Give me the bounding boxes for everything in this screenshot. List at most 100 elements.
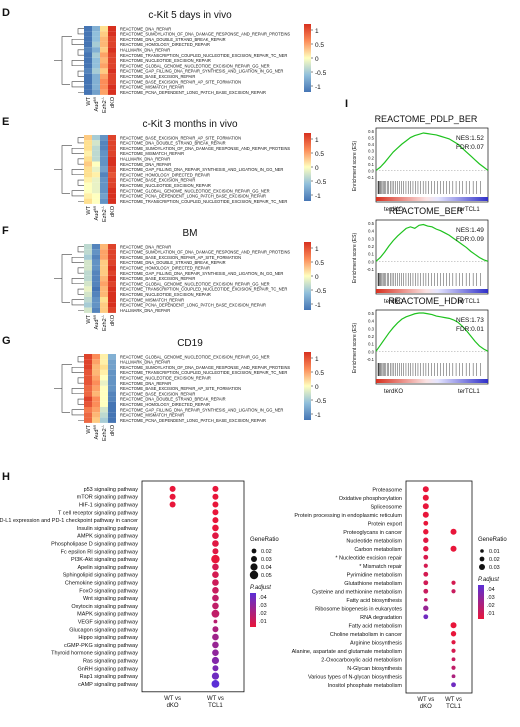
heatmap-row-label: REACTOME_DNA_DOUBLE_STRAND_BREAK_REPAIR: [120, 260, 226, 265]
heatmap-row-label: REACTOME_BASE_EXCISION_REPAIR: [120, 391, 195, 396]
heatmap-cell: [92, 270, 100, 276]
heatmap-row-label: REACTOME_HOMOLOGY_DIRECTED_REPAIR: [120, 42, 210, 47]
colorbar-tick-label: -0.5: [315, 179, 327, 186]
gsea-plot-frame: [375, 219, 489, 295]
dotplot-left-row-label: Hippo signaling pathway: [78, 635, 138, 641]
gsea-nes: NES:1.52: [456, 135, 484, 142]
heatmap-cell: [92, 150, 100, 157]
heatmap-cell: [84, 161, 92, 167]
heatmap-cell: [108, 31, 116, 37]
panel-label-E: E: [2, 116, 9, 128]
dotplot-left-row-label: GnRH signaling pathway: [77, 666, 138, 672]
heatmap-cell: [92, 172, 100, 178]
dotplot-left-dot: [212, 517, 219, 524]
panel-label-D: D: [2, 7, 10, 19]
dotplot-right-frame: [405, 480, 473, 694]
colorbar: [304, 242, 311, 310]
genotype-label: dKO: [110, 205, 116, 217]
dotplot-left-xlabel: TCL1: [208, 703, 223, 709]
gsea-hit-ticks: [377, 363, 481, 376]
gsea-rank-bar: [376, 379, 488, 383]
dotplot-left-dot: [212, 548, 219, 555]
dotplot-left-legend-padj-label: .04: [259, 595, 267, 601]
heatmap-cell: [92, 26, 100, 32]
heatmap-cell: [84, 396, 92, 402]
heatmap-cell: [108, 36, 116, 42]
gsea-plot-frame: [375, 127, 489, 203]
heatmap-cell: [108, 291, 116, 297]
colorbar-tick-label: 0: [315, 56, 319, 63]
dendrogram-branch: [71, 409, 84, 416]
heatmap-cell: [84, 354, 92, 360]
heatmap-cell: [92, 145, 100, 151]
heatmap-cell: [92, 354, 100, 360]
heatmap-cell: [92, 375, 100, 381]
dotplot-left-legend-padj-label: .03: [259, 603, 267, 609]
gsea-ytick-label: -0.1: [367, 267, 375, 272]
dotplot-right-row-label: Carbon metabolism: [354, 547, 402, 553]
dendrogram-branch: [77, 179, 84, 186]
dotplot-right-legend-padj-label: .04: [487, 587, 495, 593]
dotplot-left-dot: [169, 493, 176, 500]
gsea-ytick-label: -0.1: [367, 175, 375, 180]
gsea-title: REACTOME_PDLP_BER: [375, 114, 478, 124]
dotplot-left-xlabel: WT vs: [164, 696, 181, 702]
gsea-ytick-label: 0.2: [368, 334, 374, 339]
heatmap-row-label: REACTOME_BASE_EXCISION_REPAIR: [120, 178, 195, 183]
gsea-ytick-label: -0.1: [367, 357, 375, 362]
dotplot-right-legend-padj-label: .02: [487, 603, 495, 609]
gsea-right-label: terTCL1: [458, 389, 480, 395]
dotplot-left-row-label: Insulin signaling pathway: [77, 526, 138, 532]
dotplot-right-legend-size-label: 0.01: [489, 549, 500, 555]
gsea-fdr: FDR:0.09: [456, 236, 484, 243]
heatmap-cell: [100, 254, 108, 260]
heatmap-cell: [92, 364, 100, 370]
heatmap-cell: [84, 198, 92, 204]
gsea-ylabel: Enrichment score (ES): [352, 233, 358, 284]
heatmap-row-label: REACTOME_MISMATCH_REPAIR: [120, 151, 184, 156]
colorbar: [304, 24, 311, 92]
dotplot-left-dot: [212, 485, 219, 492]
dotplot-left-dot: [211, 554, 220, 564]
dotplot-left-dot: [212, 641, 219, 649]
heatmap-row-label: REACTOME_DNA_REPAIR: [120, 381, 171, 386]
dotplot-left-row-label: cGMP-PKG signaling pathway: [64, 643, 138, 649]
heatmap-cell: [108, 150, 116, 157]
dotplot-right-dot: [422, 494, 429, 501]
dotplot-right-dot: [423, 563, 428, 568]
dotplot-right-dot: [423, 554, 429, 560]
heatmap-cell: [84, 31, 92, 37]
dotplot-right-legend-padj-title: P.adjust: [478, 577, 499, 583]
heatmap-cell: [108, 73, 116, 79]
dendrogram-branch: [77, 137, 84, 144]
heatmap-cell: [100, 259, 108, 266]
heatmap-cell: [100, 193, 108, 199]
genotype-superscript: fl/fl: [93, 97, 97, 102]
dotplot-right-xlabel: dKO: [420, 704, 432, 710]
heatmap-cell: [84, 385, 92, 392]
dotplot-right-legend-padj-bar: [478, 585, 484, 619]
heatmap-cell: [108, 198, 116, 204]
heatmap-cell: [108, 396, 116, 402]
heatmap-cell: [108, 385, 116, 392]
gsea-ytick-label: 0.5: [368, 311, 374, 316]
dotplot-left-dot: [212, 563, 219, 571]
heatmap-row-label: REACTOME_SUMOYLATION_OF_DNA_DAMAGE_RESPO…: [120, 365, 290, 370]
gsea-title: REACTOME_HDR: [388, 296, 464, 306]
dendrogram-branch: [71, 60, 84, 67]
panel-label-H: H: [2, 471, 10, 483]
dendrogram-branch: [71, 147, 84, 154]
dotplot-right-row-label: Fatty acid metabolism: [349, 623, 403, 629]
dotplot-left-dot: [211, 672, 220, 680]
gsea-ytick-label: 0.2: [368, 155, 374, 160]
dotplot-right-dot: [451, 640, 456, 645]
heatmap-cell: [92, 177, 100, 183]
heatmap-row-label: REACTOME_TRANSCRIPTION_COUPLED_NUCLEOTID…: [120, 370, 287, 375]
heatmap-cell: [92, 417, 100, 423]
heatmap-cell: [92, 31, 100, 37]
heatmap-row-label: REACTOME_BASE_EXCISION_REPAIR: [120, 74, 195, 79]
heatmap-cell: [108, 193, 116, 199]
heatmap-cell: [108, 417, 116, 423]
heatmap-cell: [100, 249, 108, 255]
heatmap-cell: [108, 359, 116, 365]
